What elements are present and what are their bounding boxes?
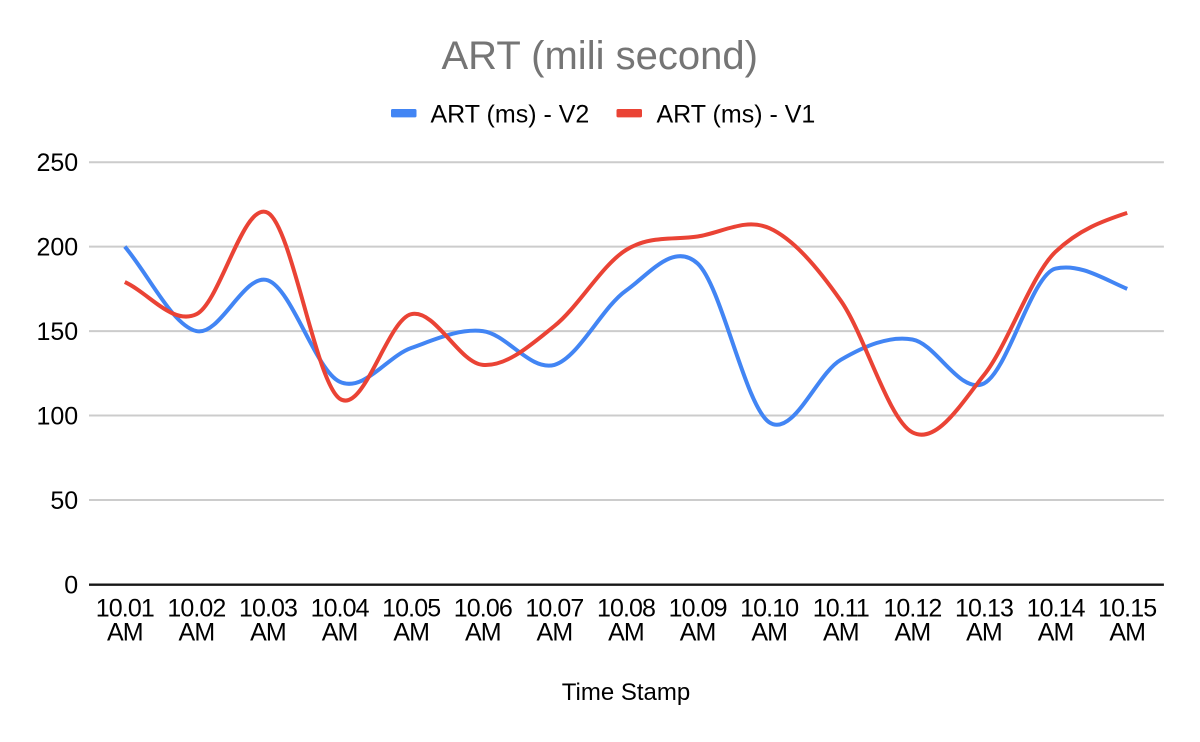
svg-text:AM: AM [107, 618, 143, 646]
svg-text:AM: AM [179, 618, 215, 646]
svg-text:10.09: 10.09 [669, 594, 727, 622]
svg-text:10.06: 10.06 [454, 594, 512, 622]
svg-text:10.08: 10.08 [597, 594, 655, 622]
svg-text:10.12: 10.12 [883, 594, 941, 622]
svg-text:10.11: 10.11 [813, 594, 869, 622]
svg-text:10.14: 10.14 [1027, 594, 1086, 622]
svg-text:150: 150 [36, 318, 78, 346]
svg-text:ART (ms) - V2: ART (ms) - V2 [431, 101, 590, 129]
svg-text:10.15: 10.15 [1098, 594, 1156, 622]
svg-text:10.04: 10.04 [311, 594, 370, 622]
svg-text:10.01: 10.01 [96, 594, 154, 622]
svg-text:10.02: 10.02 [167, 594, 225, 622]
svg-text:10.05: 10.05 [382, 594, 440, 622]
svg-text:AM: AM [1109, 618, 1145, 646]
svg-text:AM: AM [608, 618, 644, 646]
svg-text:100: 100 [36, 402, 78, 430]
svg-text:AM: AM [250, 618, 286, 646]
svg-text:10.03: 10.03 [239, 594, 297, 622]
svg-text:AM: AM [322, 618, 358, 646]
svg-text:AM: AM [966, 618, 1002, 646]
svg-text:AM: AM [537, 618, 573, 646]
svg-text:10.07: 10.07 [525, 594, 583, 622]
svg-text:AM: AM [465, 618, 501, 646]
svg-text:AM: AM [393, 618, 429, 646]
svg-text:AM: AM [1038, 618, 1074, 646]
svg-text:10.13: 10.13 [955, 594, 1013, 622]
svg-text:ART (mili second): ART (mili second) [442, 34, 758, 78]
svg-text:10.10: 10.10 [740, 594, 798, 622]
svg-text:200: 200 [36, 234, 78, 262]
svg-text:AM: AM [751, 618, 787, 646]
svg-text:Time Stamp: Time Stamp [562, 679, 690, 706]
svg-text:AM: AM [823, 618, 859, 646]
svg-text:AM: AM [895, 618, 931, 646]
svg-text:AM: AM [680, 618, 716, 646]
svg-text:50: 50 [50, 487, 78, 515]
svg-text:250: 250 [36, 149, 78, 177]
svg-text:0: 0 [64, 571, 78, 599]
svg-text:ART (ms) - V1: ART (ms) - V1 [657, 101, 816, 129]
